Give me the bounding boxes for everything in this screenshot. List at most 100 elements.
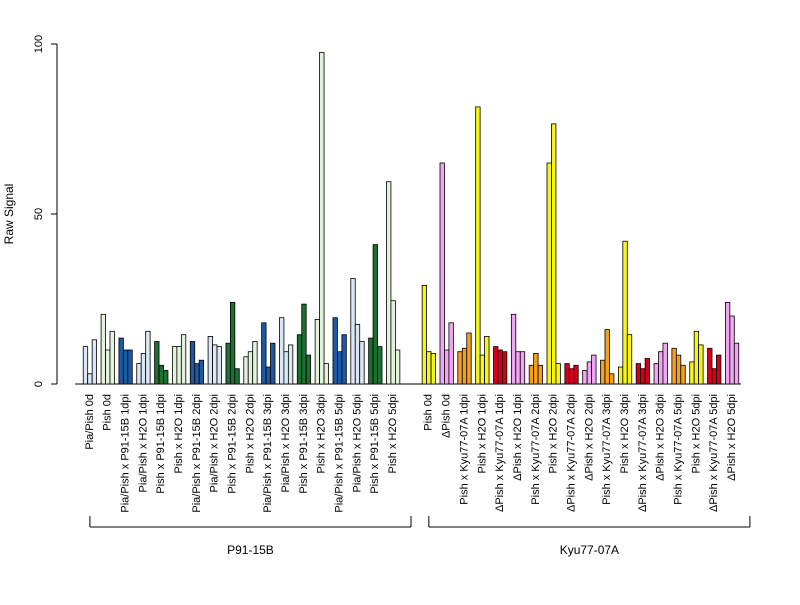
bar [573, 364, 579, 385]
x-tick-label: ΔPish x H2O 2dpi [583, 394, 595, 481]
x-tick-label: Pish 0d [423, 394, 435, 431]
bar [421, 284, 428, 385]
bar [105, 349, 111, 385]
x-tick-label: Pish x H2O 2dpi [548, 394, 560, 473]
bar [724, 301, 731, 385]
x-labels: Pia/Pish 0d Pish 0d Pia/Pish x P91-15B 1dp… [84, 394, 738, 513]
x-tick-label: Pia/Pish x H2O 2dpi [209, 394, 221, 492]
bar [323, 363, 329, 385]
x-tick-label: Pish x Kyu77-07A 3dpi [601, 394, 613, 505]
bar [439, 162, 445, 385]
bar [640, 368, 646, 385]
x-tick-label: Pish x H2O 3dpi [316, 394, 328, 473]
bar [461, 347, 468, 385]
bar [493, 346, 499, 385]
bar [600, 359, 606, 385]
bar [109, 330, 115, 385]
bar [176, 346, 182, 385]
bar [711, 368, 717, 385]
bar [100, 313, 106, 385]
bar [394, 349, 401, 385]
x-tick-label: Pia/Pish x P91-15B 1dpi [119, 394, 131, 513]
bar [533, 352, 539, 385]
x-tick-label: Pish x H2O 5dpi [387, 394, 399, 473]
bar [568, 368, 575, 385]
bar [497, 349, 503, 385]
y-tick-label: 0 [33, 381, 45, 387]
bar [528, 364, 535, 385]
x-tick-label: Pish x Kyu77-07A 2dpi [530, 394, 542, 505]
x-tick-label: ΔPish x Kyu77-07A 3dpi [637, 394, 649, 512]
bar [270, 342, 276, 385]
group-brackets: P91-15B Kyu77-07A [89, 516, 751, 557]
x-tick-label: Pish x P91-15B 1dpi [155, 394, 167, 494]
bar [626, 334, 633, 385]
bar [372, 244, 378, 385]
bar [537, 364, 543, 385]
bar [671, 347, 677, 385]
bar [390, 300, 396, 385]
bar [332, 317, 338, 385]
bar [475, 106, 481, 385]
bar [212, 344, 218, 385]
bar [617, 366, 624, 385]
bar [386, 181, 392, 385]
bar [216, 346, 222, 385]
bar [733, 342, 740, 385]
bar [207, 335, 213, 385]
bar [466, 332, 472, 385]
x-tick-label: ΔPish x Kyu77-07A 1dpi [494, 394, 506, 512]
bar [622, 240, 628, 385]
x-tick-label: Pia/Pish x P91-15B 2dpi [191, 394, 203, 513]
x-tick-label: Pish x P91-15B 3dpi [298, 394, 310, 494]
bar [337, 351, 343, 385]
bar [510, 313, 517, 385]
bar [689, 361, 695, 385]
bar [729, 315, 735, 385]
bar [368, 337, 374, 385]
bar [515, 351, 521, 385]
x-tick-label: Pia/Pish x P91-15B 3dpi [262, 394, 274, 513]
bar [350, 278, 356, 385]
bar [189, 341, 196, 385]
bar [662, 342, 668, 385]
bar [457, 351, 463, 385]
bar [261, 322, 267, 385]
bar [693, 330, 700, 385]
bar [279, 317, 285, 385]
bar [354, 324, 361, 385]
bar [426, 351, 432, 385]
x-tick-label: Pia/Pish x H2O 1dpi [137, 394, 149, 492]
x-tick-label: Pish x Kyu77-07A 5dpi [672, 394, 684, 505]
bar [140, 352, 147, 385]
x-tick-label: Pia/Pish x P91-15B 5dpi [334, 394, 346, 513]
bar [653, 363, 659, 385]
bar [546, 162, 552, 385]
bar [519, 351, 526, 385]
bar [163, 369, 169, 385]
x-tick-label: ΔPish x H2O 1dpi [512, 394, 524, 481]
x-tick-label: Pish x P91-15B 5dpi [369, 394, 381, 494]
y-axis-label: Raw Signal [2, 184, 16, 245]
x-tick-label: Pish x Kyu77-07A 1dpi [458, 394, 470, 505]
bar [287, 344, 294, 385]
bar [82, 346, 89, 385]
x-tick-label: ΔPish x Kyu77-07A 2dpi [565, 394, 577, 512]
y-tick-label: 50 [33, 208, 45, 220]
bar [91, 339, 98, 385]
bar [234, 368, 240, 385]
bar [341, 334, 347, 385]
bar [479, 354, 485, 385]
bar [448, 322, 454, 385]
bar [194, 363, 200, 385]
bar [301, 303, 307, 385]
bar [87, 373, 93, 385]
y-tick-label: 100 [33, 35, 45, 53]
bar [225, 342, 231, 385]
bar [247, 351, 254, 385]
bar [136, 363, 142, 385]
bar [145, 330, 151, 385]
x-tick-label: ΔPish x H2O 5dpi [726, 394, 738, 481]
bar [555, 363, 561, 385]
